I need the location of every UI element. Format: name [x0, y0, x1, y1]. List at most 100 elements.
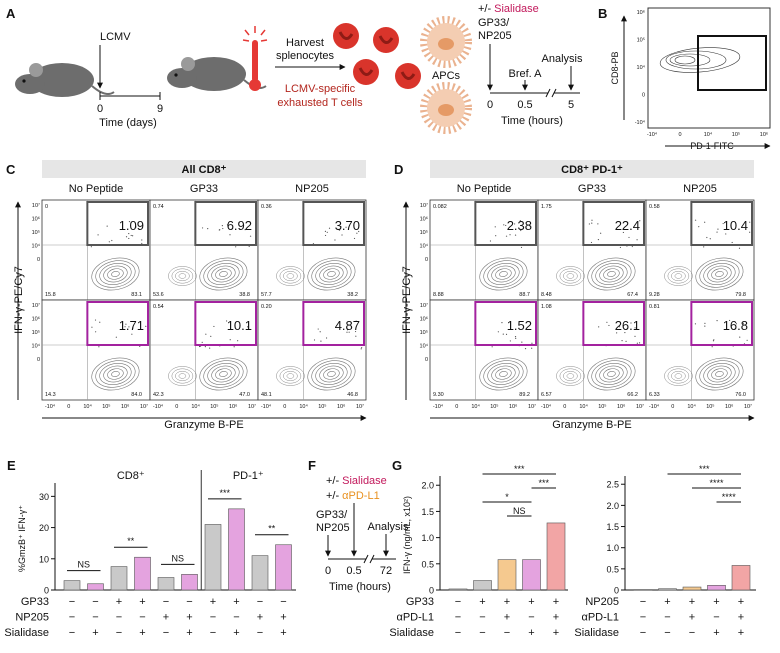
condition-sign: +: [233, 627, 239, 639]
event-dot: [354, 330, 357, 333]
event-dot: [704, 325, 706, 327]
contour-line: [711, 368, 728, 380]
y-tick-label: 2.5: [606, 480, 619, 490]
event-dot: [338, 229, 341, 231]
contour-line: [215, 268, 232, 280]
contour-line: [286, 273, 295, 279]
condition-sign: +: [92, 627, 98, 639]
event-dot: [509, 340, 511, 342]
y-tick-label: 10⁴: [420, 242, 429, 249]
label: Analysis: [368, 521, 409, 533]
quadrant-percent: 0: [45, 204, 48, 210]
contour-line: [603, 268, 620, 280]
contour-line: [591, 360, 632, 388]
label: GP33/: [478, 17, 510, 29]
event-dot: [591, 222, 593, 224]
contour-line: [219, 271, 228, 277]
contour-line: [203, 260, 244, 288]
x-tick-label: 0: [175, 404, 178, 410]
contour-line: [199, 257, 248, 291]
event-dot: [749, 231, 751, 233]
event-dot: [225, 320, 228, 322]
contour-line: [483, 260, 524, 288]
plot-frame: [257, 199, 367, 301]
y-tick-label: 10⁵: [32, 329, 40, 336]
event-dot: [514, 223, 516, 225]
event-dot: [491, 346, 493, 348]
y-tick-label: 10⁶: [420, 215, 428, 222]
event-dot: [531, 342, 533, 344]
plot-frame: [645, 299, 755, 401]
axis-label: CD8-PB: [610, 51, 620, 84]
quadrant-percent: 46.8: [347, 392, 358, 398]
bar: [157, 577, 175, 591]
event-dot: [494, 226, 496, 228]
condition-sign: −: [69, 596, 75, 608]
bar: [87, 583, 104, 591]
gate: [194, 201, 257, 246]
label: +/-: [326, 490, 339, 502]
column-label: GP33: [578, 183, 606, 195]
condition-sign: −: [664, 627, 670, 639]
mouse-body: [30, 63, 94, 97]
quadrant-percent: 66.2: [627, 392, 638, 398]
event-dot: [218, 229, 220, 231]
event-dot: [361, 347, 363, 349]
mouse-body: [182, 57, 246, 91]
event-dot: [128, 232, 130, 235]
plot-frame: [647, 7, 771, 129]
condition-sign: −: [640, 627, 646, 639]
contour-line: [315, 262, 348, 286]
tick-label: 0: [97, 103, 103, 115]
significance-label: ****: [722, 492, 737, 502]
plot-frame: [41, 299, 151, 401]
mouse-icon: [15, 63, 115, 97]
contour-line: [178, 373, 187, 379]
event-dot: [698, 226, 700, 228]
x-tick-label: 10⁷: [636, 403, 644, 410]
contour-line: [599, 265, 624, 283]
column-label: NP205: [683, 183, 717, 195]
apc-spikes: [420, 82, 472, 134]
tick-label: 0.5: [517, 99, 532, 111]
event-dot: [213, 325, 215, 328]
event-dot: [619, 246, 622, 249]
event-dot: [346, 331, 348, 333]
significance-label: ***: [219, 488, 230, 498]
condition-sign: +: [116, 596, 122, 608]
panel-title: CD8⁺ PD-1⁺: [561, 164, 623, 176]
event-dot: [128, 326, 130, 328]
mouse-icon: [167, 57, 267, 91]
condition-sign: −: [210, 612, 216, 624]
mouse-tail: [91, 85, 115, 95]
quadrant-percent: 6.57: [541, 392, 552, 398]
label: NP205: [316, 522, 350, 534]
gate: [690, 301, 753, 346]
contour-line: [695, 357, 744, 391]
contour-line: [699, 260, 740, 288]
condition-sign: −: [210, 627, 216, 639]
x-tick-label: 10⁶: [229, 403, 237, 410]
y-tick-label: -10⁴: [635, 119, 646, 126]
contour-line: [664, 266, 693, 286]
contour-line: [664, 366, 693, 386]
x-tick-label: -10⁴: [153, 403, 164, 410]
y-tick-label: 10⁴: [32, 342, 41, 349]
contour-line: [707, 365, 732, 383]
event-dot: [739, 336, 741, 338]
event-dot: [590, 241, 593, 244]
header-band: [430, 160, 754, 178]
condition-sign: −: [640, 612, 646, 624]
significance-label: *: [505, 492, 509, 502]
event-dot: [625, 340, 627, 343]
mouse-ear: [29, 63, 43, 77]
condition-sign: −: [280, 596, 286, 608]
contour-line: [499, 271, 508, 277]
quadrant-percent: 38.2: [347, 292, 358, 298]
event-dot: [706, 236, 708, 239]
event-dot: [341, 234, 343, 236]
contour-line: [99, 362, 132, 386]
axis-label: Time (hours): [329, 581, 391, 593]
event-dot: [528, 225, 531, 227]
